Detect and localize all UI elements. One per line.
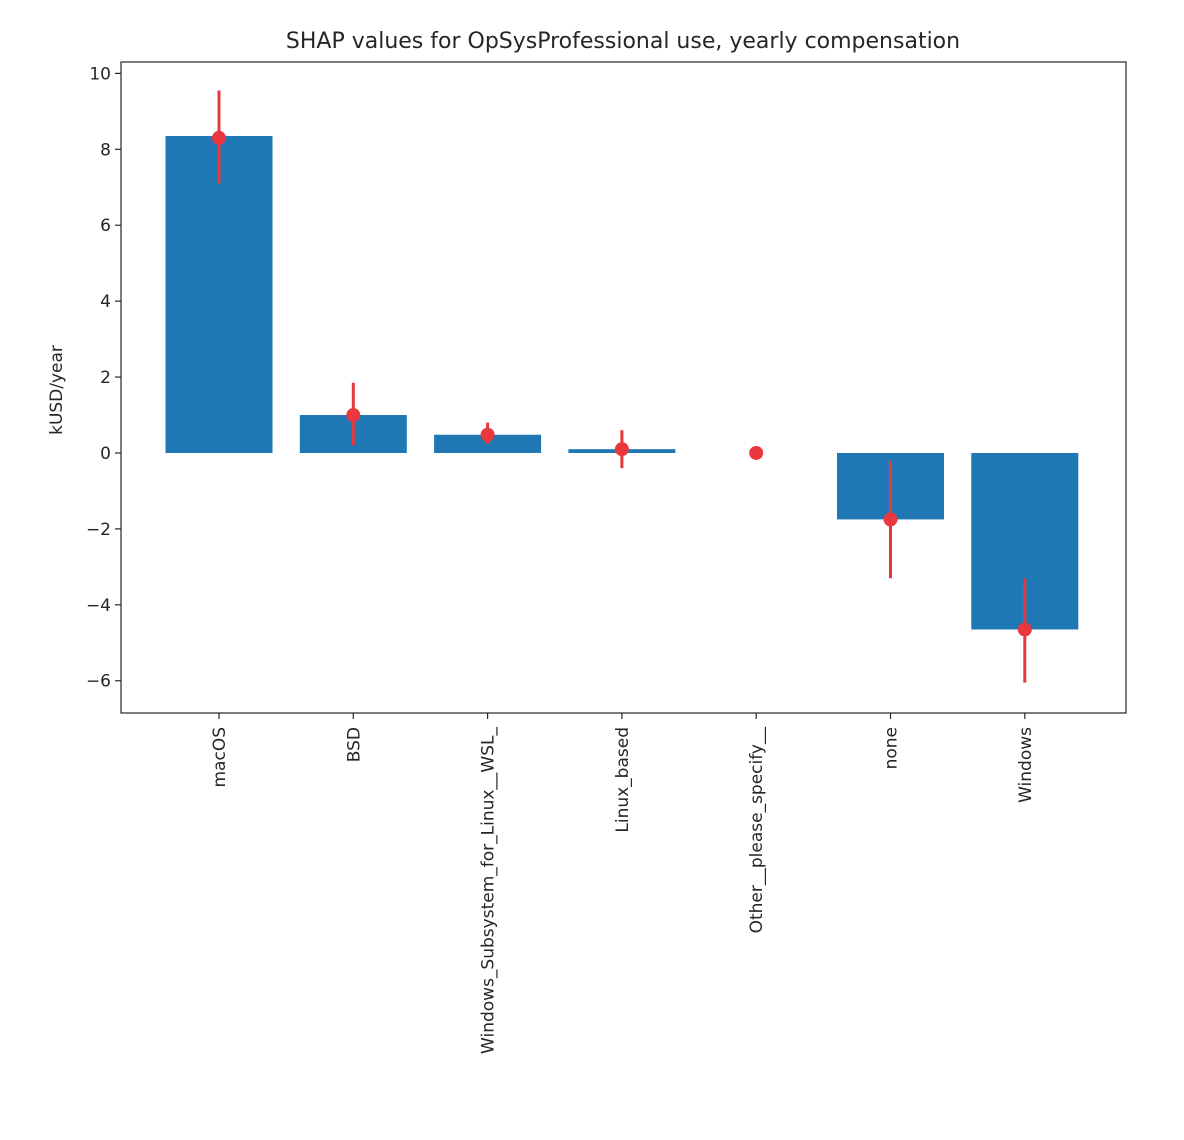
bar [434,434,542,453]
y-tick-label: −2 [86,520,111,540]
data-point [1017,622,1032,637]
data-point [883,512,898,527]
x-tick-label: macOS [210,727,230,788]
plot-area: −6 −4 −2 0 2 4 6 8 10 macOS BSD Windows_Subsystem_f… [86,64,1079,1054]
y-tick-label: 8 [100,140,111,160]
y-tick-label: 10 [89,64,111,84]
x-tick-label: Windows [1016,727,1036,803]
data-point [480,427,495,442]
bar [165,136,273,453]
x-tick-label: BSD [344,727,364,762]
plot-frame [120,61,1127,714]
x-tick-label: Linux_based [613,727,633,833]
y-tick-label: 2 [100,368,111,388]
chart-title: SHAP values for OpSysProfessional use, y… [286,29,960,54]
x-tick-label: none [882,727,902,769]
data-point [614,442,629,457]
x-tick-label: Windows_Subsystem_for_Linux__WSL_ [479,727,499,1054]
x-tick-label: Other__please_specify__ [747,727,767,934]
y-tick-label: 0 [100,444,111,464]
y-axis-label: kUSD/year [47,345,67,435]
data-point [212,130,226,145]
data-point [749,445,764,460]
y-tick-label: −4 [86,596,111,616]
y-tick-label: −6 [86,672,111,692]
y-tick-label: 4 [100,292,111,312]
y-tick-label: 6 [100,216,111,236]
data-point [346,408,361,423]
